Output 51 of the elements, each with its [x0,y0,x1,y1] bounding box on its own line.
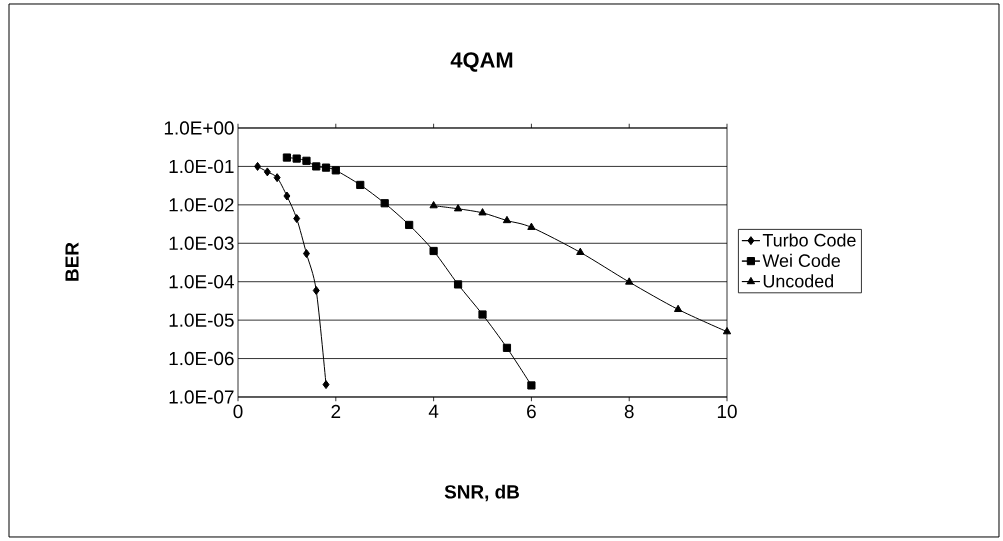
point [429,246,438,256]
y-tick-label: 1.0E-07 [169,390,234,404]
point [502,343,512,352]
point [380,199,389,208]
point [429,201,438,209]
point [312,286,320,296]
y-tick-label: 1.0E-03 [169,236,234,250]
y-tick-label: 1.0E-06 [169,351,234,366]
point [312,162,321,171]
y-tick-label: 1.0E+00 [164,121,234,135]
point [625,277,634,285]
y-tick-label: 1.0E-05 [169,313,234,327]
x-tick-label: 0 [233,404,243,419]
x-tick-label: 2 [331,404,341,418]
point [478,208,487,216]
point [502,215,512,224]
y-tick-label: 1.0E-02 [169,198,234,212]
point [478,310,487,319]
x-tick-label: 10 [717,404,737,419]
point [673,304,683,313]
x-axis-title: SNR, dB [444,484,519,502]
point [282,153,292,162]
y-axis-title: BER [65,242,79,281]
point [331,166,340,175]
chart-title: 4QAM [450,52,513,72]
point [453,204,463,212]
point [254,161,262,171]
point [283,191,291,201]
point [527,381,536,390]
point [722,327,732,335]
point [322,380,330,390]
point [293,214,301,224]
point [527,222,536,230]
x-tick-label: 8 [624,404,634,419]
point [405,220,414,230]
x-tick-label: 6 [527,404,536,419]
point [273,173,281,183]
point [292,154,301,163]
y-tick-label: 1.0E-04 [169,275,234,289]
y-tick-label: 1.0E-01 [169,159,234,174]
point [302,249,310,259]
point [576,247,585,255]
legend-label: Turbo Code [762,233,856,247]
legend-label: Wei Code [762,253,840,268]
point [356,180,365,190]
legend-label: Uncoded [763,274,834,288]
point [453,280,463,289]
x-tick-label: 4 [428,404,439,418]
point [321,163,331,172]
point [263,167,271,177]
point [302,156,311,165]
